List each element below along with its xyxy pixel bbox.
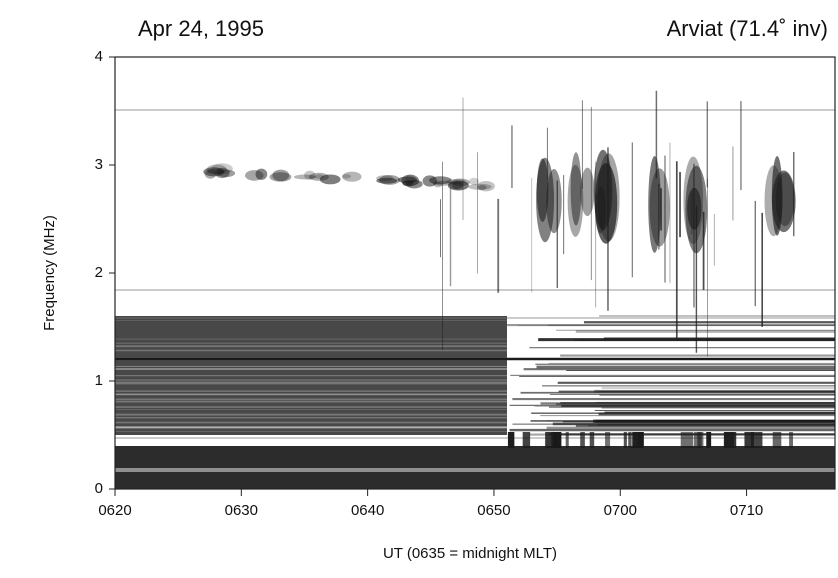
blob [308,172,329,181]
blob [319,174,341,185]
blob [771,155,783,236]
blob [567,164,584,237]
y-tick-label: 0 [95,480,103,497]
x-tick-label: 0630 [225,502,258,519]
blob [570,152,582,226]
blob [452,181,464,190]
chart-subtitle: Arviat (71.4˚ inv) [667,16,828,41]
streak [115,468,835,472]
blob [637,432,645,448]
blob [422,175,437,187]
y-tick-label: 2 [95,264,103,281]
blob [468,183,492,190]
blob [565,432,569,448]
blob [546,168,562,234]
y-axis-label: Frequency (MHz) [41,215,58,331]
x-tick-label: 0640 [351,502,384,519]
blob [304,170,316,180]
x-axis-label: UT (0635 = midnight MLT) [383,545,557,562]
band [115,446,835,489]
blob [244,170,264,181]
blob [680,432,694,448]
blob [342,174,351,179]
blob [648,155,661,253]
blob [744,432,754,448]
blob [255,168,268,180]
blob [342,171,362,182]
blob [628,432,632,448]
x-tick-label: 0700 [604,502,637,519]
blob [623,432,627,448]
chart-title: Apr 24, 1995 [138,16,264,41]
blob [723,432,737,448]
blob [447,180,469,191]
blob [203,167,225,177]
blob [293,174,317,180]
blob [477,181,495,192]
blob [379,175,400,185]
blob [789,432,793,448]
x-tick-label: 0620 [98,502,131,519]
blob [772,432,782,448]
blob [580,432,585,448]
blob [536,158,549,222]
blob [706,432,712,448]
blob [507,432,515,448]
blob [269,172,292,182]
blob [595,186,606,234]
spectrogram-texture [115,90,835,489]
blob [376,177,398,184]
blob [397,176,418,184]
blob [272,169,290,182]
x-tick-label: 0650 [477,502,510,519]
blob [750,432,763,448]
blob [605,432,611,448]
blob [433,181,443,188]
blob [469,177,480,185]
blob [551,432,559,448]
y-tick-label: 4 [95,48,103,65]
blob [522,432,531,448]
y-tick-label: 1 [95,372,103,389]
y-tick-label: 3 [95,156,103,173]
blob [594,163,618,244]
blob [693,432,704,448]
blob [314,174,325,179]
blob [477,185,487,190]
band [115,316,507,435]
x-tick-label: 0710 [730,502,763,519]
blob [589,432,595,448]
